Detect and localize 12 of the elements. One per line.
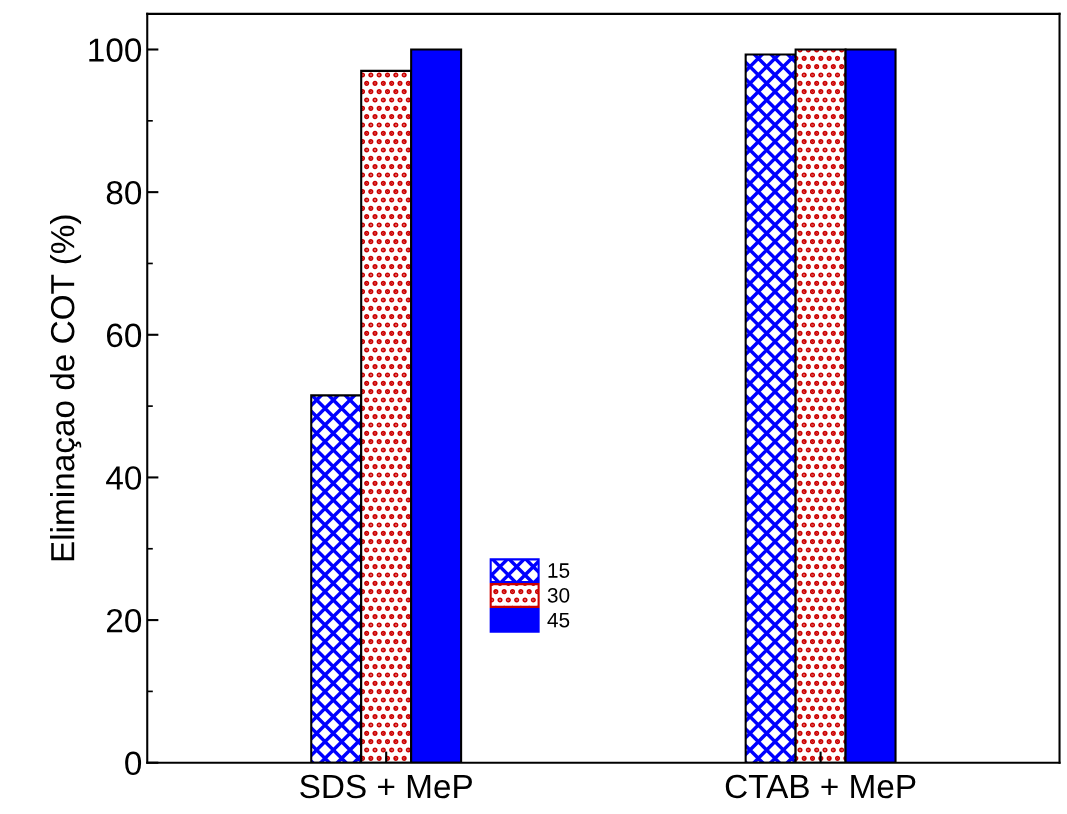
legend-label: 45 [547, 612, 570, 628]
y-tick-label: 0 [125, 751, 142, 776]
x-tick-label: CTAB + MeP [725, 774, 916, 799]
y-tick-label: 100 [89, 38, 142, 62]
y-axis-title: Eliminaçao de COT (%) [50, 215, 82, 561]
x-tick-label: SDS + MeP [300, 774, 472, 799]
legend-label: 30 [547, 587, 570, 603]
y-tick-label: 60 [107, 323, 142, 348]
y-tick-label: 40 [106, 466, 142, 490]
y-tick-label: 20 [106, 608, 142, 633]
legend-label: 15 [548, 563, 570, 578]
y-tick-label: 80 [106, 180, 142, 205]
